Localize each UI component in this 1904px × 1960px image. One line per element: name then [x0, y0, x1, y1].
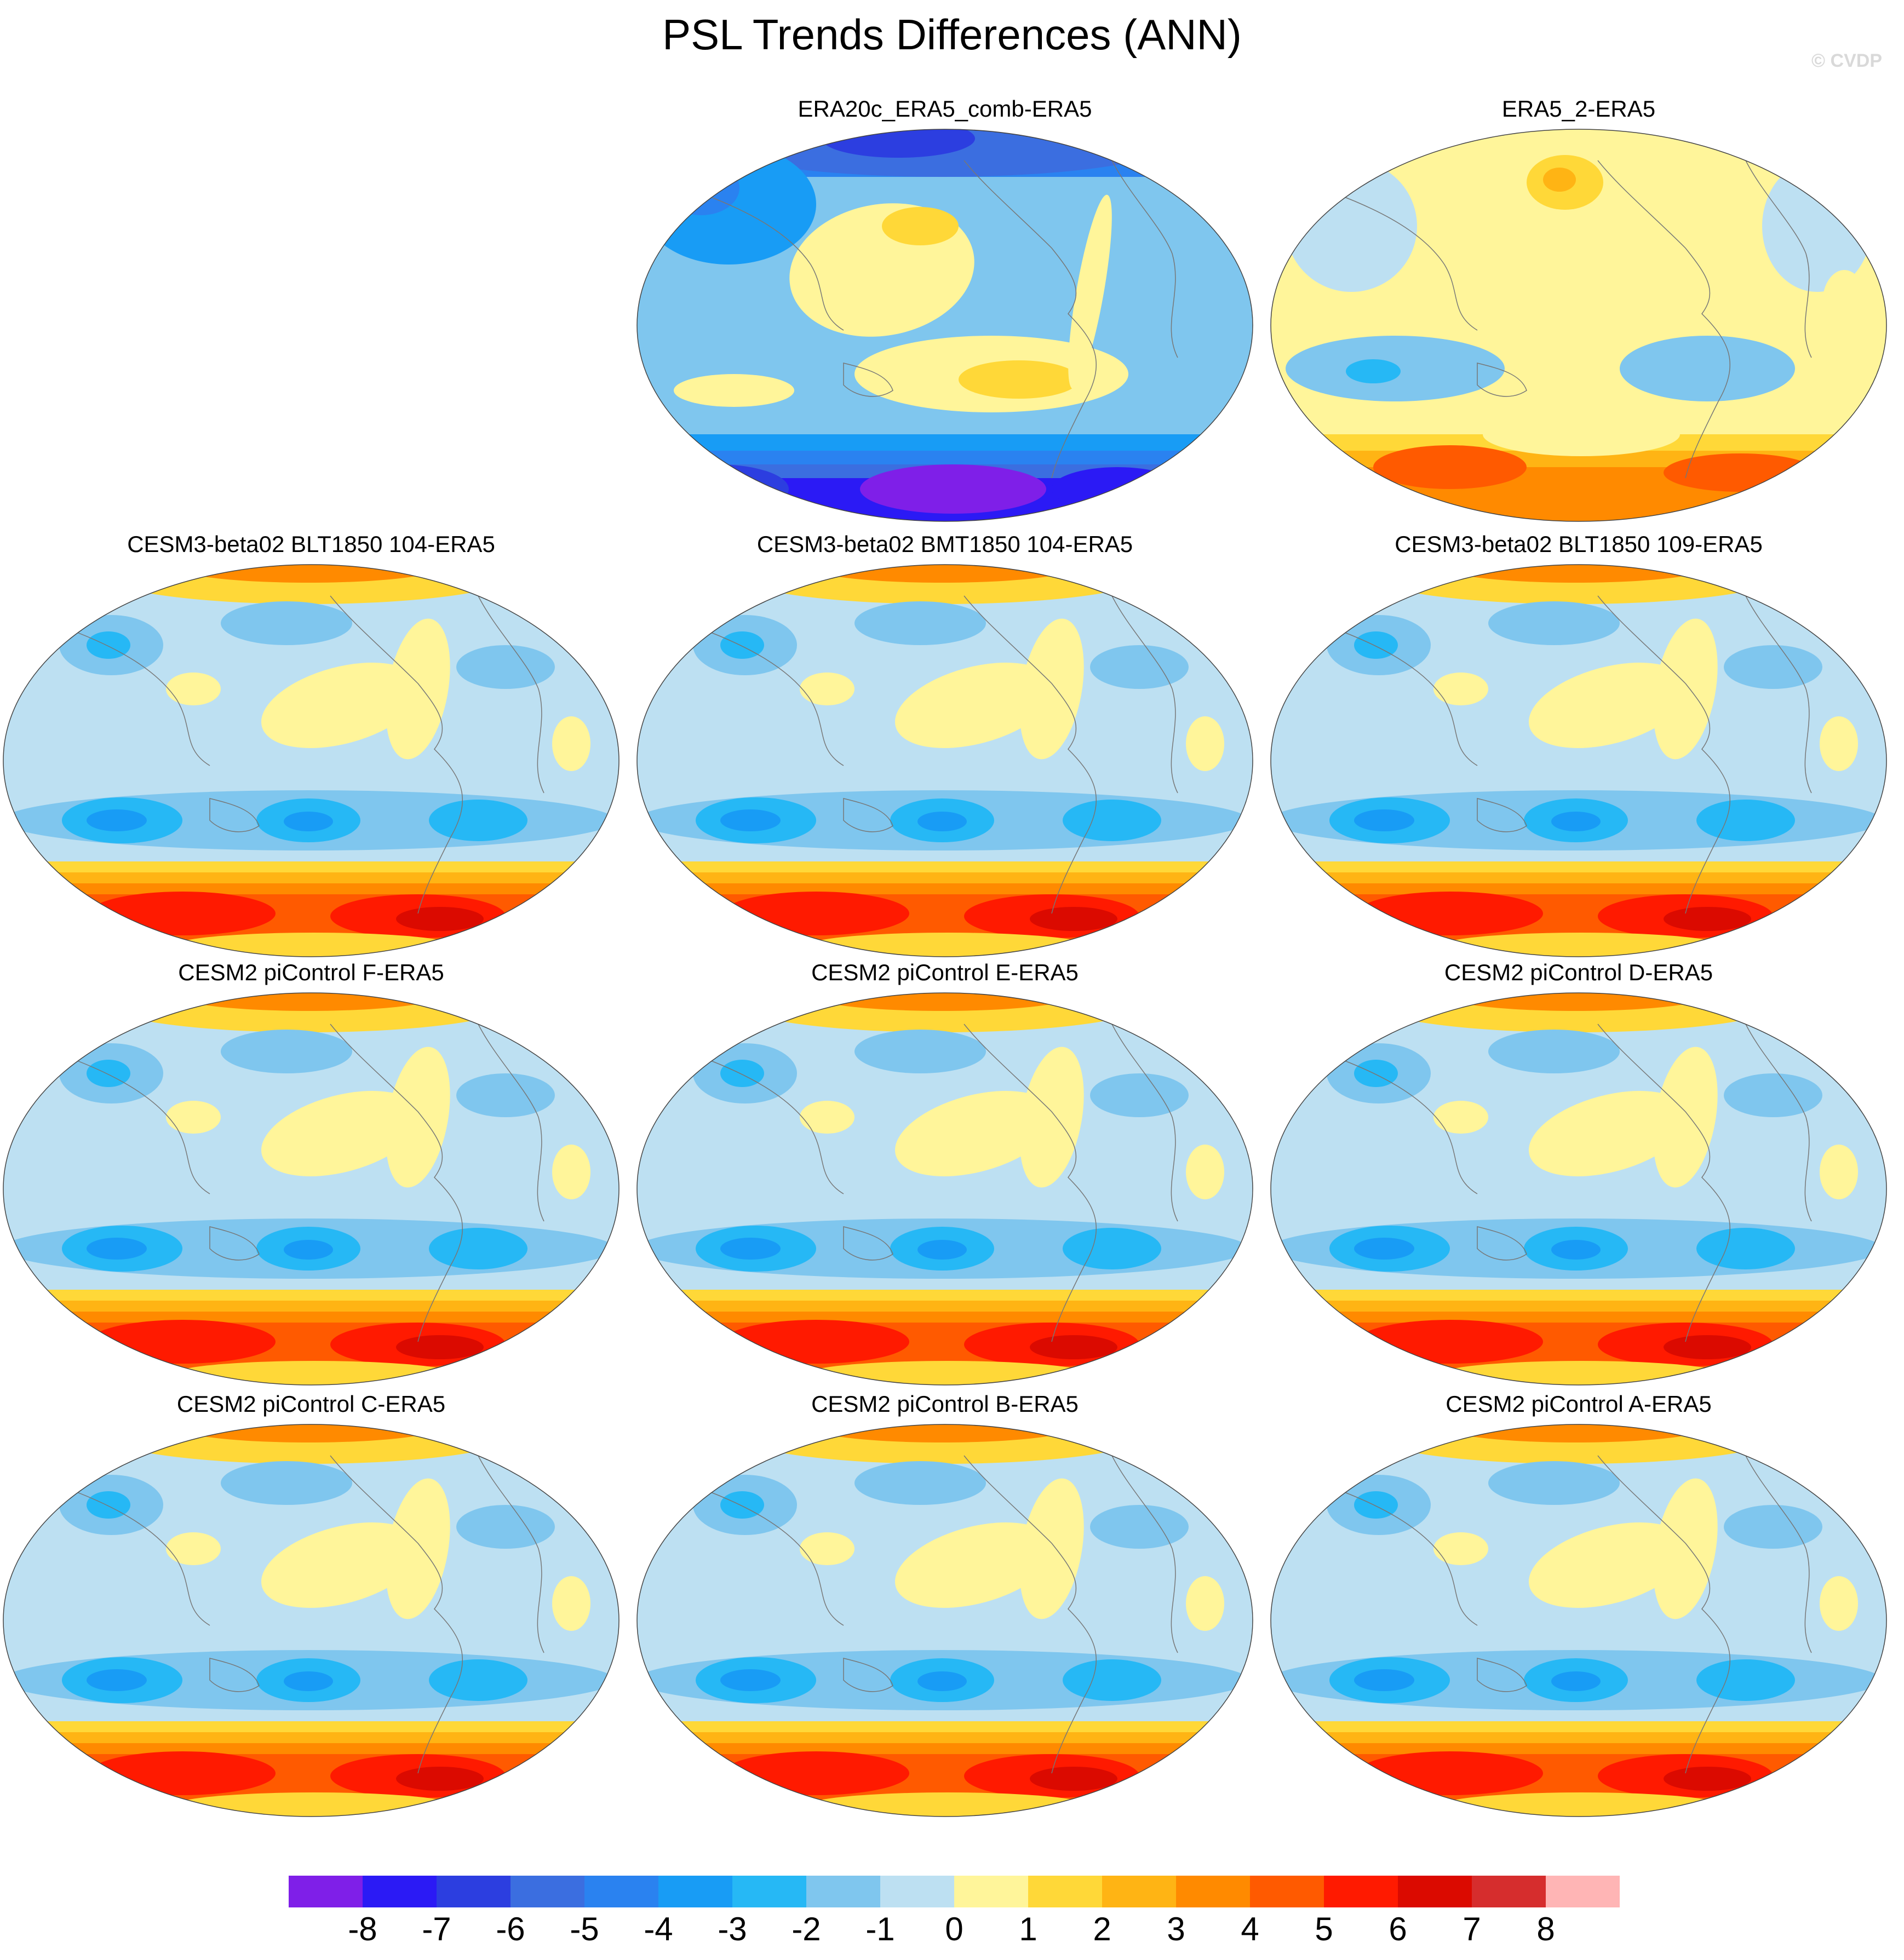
map-plot	[1270, 992, 1887, 1386]
map-plot	[3, 564, 620, 957]
panel-title: CESM2 piControl E-ERA5	[811, 959, 1079, 985]
map-plot	[636, 564, 1253, 957]
colorbar-swatch	[1324, 1876, 1398, 1907]
map-panel: ERA20c_ERA5_comb-ERA5	[635, 96, 1254, 523]
map-plot	[1270, 1424, 1887, 1817]
colorbar-swatch	[1102, 1876, 1177, 1907]
colorbar-label: 5	[1315, 1911, 1333, 1947]
map-plot	[1270, 564, 1887, 957]
colorbar-label: -8	[348, 1911, 377, 1947]
panel-title: CESM2 piControl D-ERA5	[1444, 959, 1713, 985]
colorbar-swatch	[511, 1876, 585, 1907]
map-panel: CESM2 piControl B-ERA5	[635, 1391, 1254, 1818]
colorbar-swatch	[732, 1876, 807, 1907]
panel-title: ERA20c_ERA5_comb-ERA5	[798, 96, 1092, 122]
map-panel: CESM2 piControl C-ERA5	[2, 1391, 621, 1818]
panel-title: CESM2 piControl F-ERA5	[178, 959, 444, 985]
colorbar-label: 8	[1536, 1911, 1555, 1947]
map-panel: CESM3-beta02 BMT1850 104-ERA5	[635, 531, 1254, 958]
colorbar-swatch	[880, 1876, 955, 1907]
colorbar-label: 3	[1167, 1911, 1185, 1947]
colorbar-label: 0	[945, 1911, 964, 1947]
map-plot	[3, 992, 620, 1386]
colorbar-swatch	[806, 1876, 881, 1907]
page-title: PSL Trends Differences (ANN)	[662, 10, 1242, 59]
panel-title: CESM2 piControl B-ERA5	[811, 1391, 1079, 1417]
colorbar-swatch	[1028, 1876, 1103, 1907]
map-panel: CESM3-beta02 BLT1850 104-ERA5	[2, 531, 621, 958]
colorbar-label: 4	[1241, 1911, 1259, 1947]
map-panel: CESM3-beta02 BLT1850 109-ERA5	[1269, 531, 1888, 958]
colorbar-label: -6	[496, 1911, 525, 1947]
colorbar-label: 6	[1389, 1911, 1407, 1947]
map-panel: CESM2 piControl E-ERA5	[635, 959, 1254, 1387]
map-panel: ERA5_2-ERA5	[1269, 96, 1888, 523]
panel-title: CESM3-beta02 BLT1850 109-ERA5	[1395, 531, 1763, 557]
panel-title: ERA5_2-ERA5	[1501, 96, 1656, 122]
panel-title: CESM2 piControl C-ERA5	[176, 1391, 446, 1417]
map-plot	[636, 129, 1253, 522]
colorbar-swatch	[289, 1876, 363, 1907]
map-panel: CESM2 piControl D-ERA5	[1269, 959, 1888, 1387]
watermark: © CVDP	[1811, 50, 1882, 71]
colorbar-swatch	[954, 1876, 1029, 1907]
map-panel: CESM2 piControl A-ERA5	[1269, 1391, 1888, 1818]
colorbar-label: 7	[1463, 1911, 1481, 1947]
colorbar-swatch	[1250, 1876, 1324, 1907]
map-plot	[636, 1424, 1253, 1817]
map-panel: CESM2 piControl F-ERA5	[2, 959, 621, 1387]
colorbar-label: -5	[570, 1911, 599, 1947]
colorbar-label: -2	[792, 1911, 821, 1947]
map-plot	[1270, 129, 1887, 522]
colorbar-swatch	[658, 1876, 733, 1907]
colorbar	[289, 1876, 1620, 1907]
colorbar-swatch	[1546, 1876, 1620, 1907]
colorbar-swatch	[584, 1876, 659, 1907]
colorbar-swatch	[363, 1876, 437, 1907]
panel-title: CESM3-beta02 BMT1850 104-ERA5	[756, 531, 1133, 557]
panel-title: CESM3-beta02 BLT1850 104-ERA5	[127, 531, 495, 557]
colorbar-label: 1	[1019, 1911, 1037, 1947]
colorbar-swatch	[437, 1876, 511, 1907]
colorbar-label: -7	[422, 1911, 451, 1947]
map-plot	[3, 1424, 620, 1817]
colorbar-label: -3	[718, 1911, 747, 1947]
map-plot	[636, 992, 1253, 1386]
panel-title: CESM2 piControl A-ERA5	[1446, 1391, 1712, 1417]
colorbar-swatch	[1472, 1876, 1546, 1907]
colorbar-swatch	[1176, 1876, 1251, 1907]
colorbar-label: -1	[865, 1911, 895, 1947]
colorbar-swatch	[1398, 1876, 1472, 1907]
colorbar-label: 2	[1093, 1911, 1111, 1947]
colorbar-label: -4	[644, 1911, 673, 1947]
